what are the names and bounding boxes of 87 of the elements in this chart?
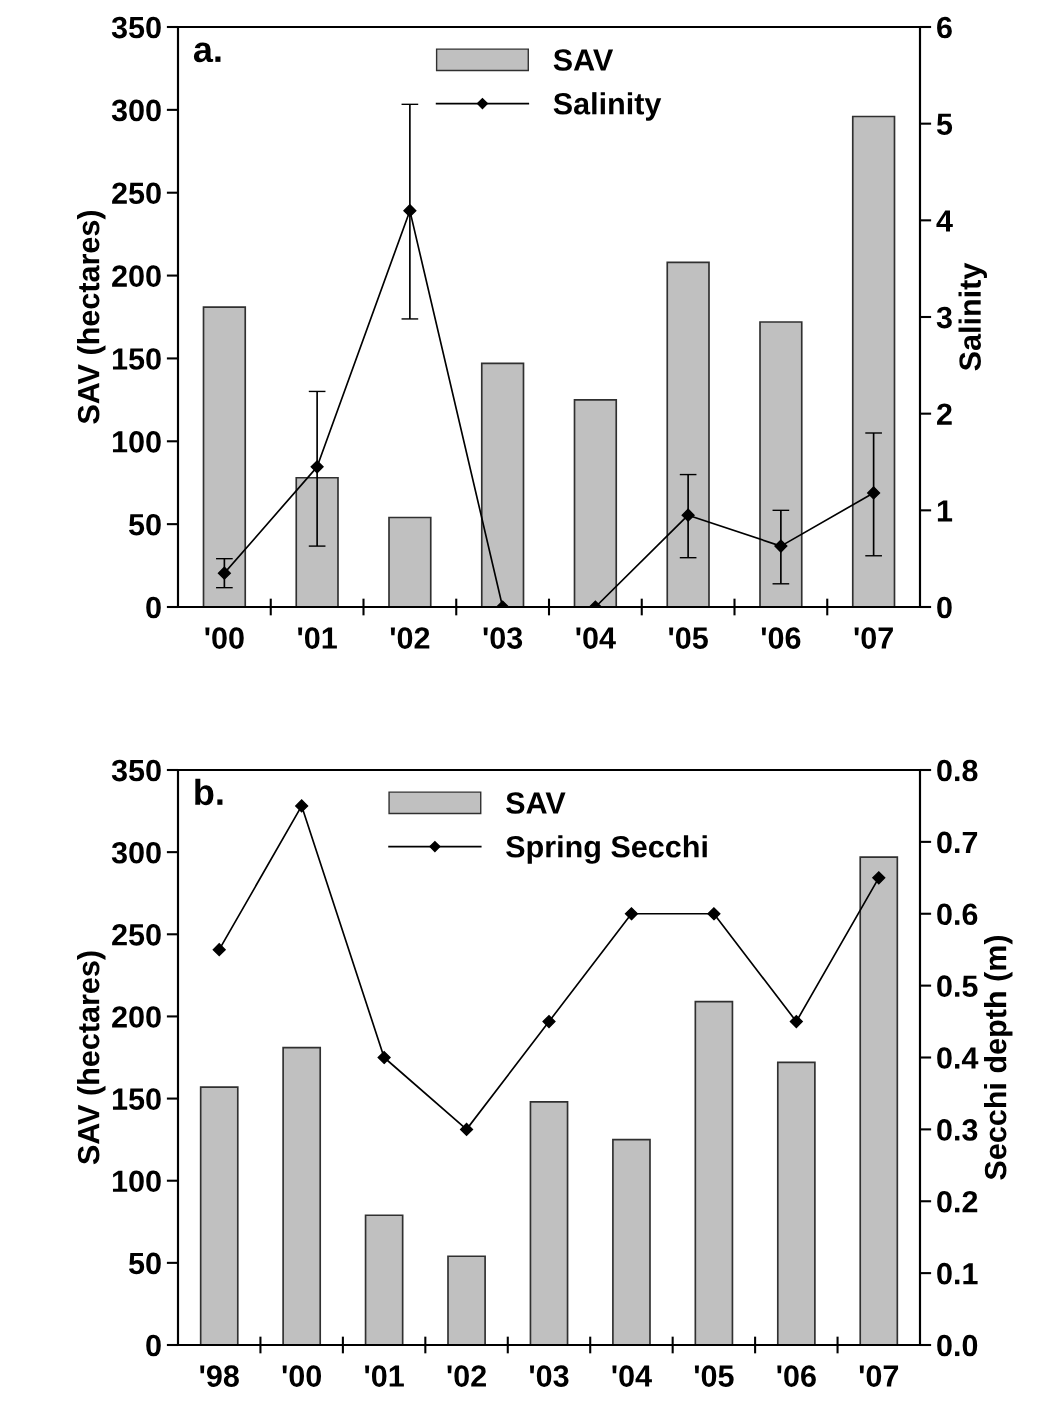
x-tick-label: '07 xyxy=(854,627,893,649)
y-tick-label: 50 xyxy=(128,513,161,536)
bar xyxy=(776,1061,816,1345)
y2-tick-label: 0.3 xyxy=(937,1119,978,1141)
bar xyxy=(612,1138,651,1345)
annotation: a. xyxy=(193,42,221,63)
y-tick-label: 300 xyxy=(111,841,161,864)
y2-tick-label: 0.5 xyxy=(937,975,978,997)
x-tick-label: '06 xyxy=(777,1365,816,1387)
x-tick-label: '05 xyxy=(694,1365,734,1387)
y-tick-label: 100 xyxy=(112,431,161,453)
y-tick-label: 250 xyxy=(112,182,161,205)
x-tick-label: '02 xyxy=(447,1365,486,1387)
y-tick-label: 350 xyxy=(111,16,161,39)
x-tick-label: '98 xyxy=(200,1365,239,1387)
bar xyxy=(202,306,247,607)
point xyxy=(789,1014,803,1029)
y-tick-label: 200 xyxy=(112,265,161,287)
x-tick-label: '02 xyxy=(390,627,430,649)
y2-axis-title: Secchi depth (m) xyxy=(984,935,1013,1180)
x-tick-label: '03 xyxy=(483,627,523,649)
legend-label: Salinity xyxy=(553,92,662,121)
y-tick-label: 100 xyxy=(112,1170,161,1193)
bar xyxy=(364,1214,404,1345)
bar xyxy=(529,1101,569,1345)
point xyxy=(377,1050,391,1065)
y-tick-label: 300 xyxy=(111,99,161,122)
x-tick-label: '05 xyxy=(669,627,708,649)
legend-label: SAV xyxy=(506,792,566,814)
bar xyxy=(759,321,803,607)
bar xyxy=(859,856,899,1345)
x-tick-label: '00 xyxy=(282,1365,322,1387)
y-tick-label: 0 xyxy=(146,1334,161,1357)
y2-tick-label: 0.2 xyxy=(937,1190,978,1213)
y2-tick-label: 0.6 xyxy=(937,903,978,926)
x-tick-label: '04 xyxy=(576,627,616,649)
y2-tick-label: 0.4 xyxy=(937,1047,979,1069)
y2-tick-label: 4 xyxy=(936,210,953,232)
y2-tick-label: 0.7 xyxy=(937,831,978,854)
bar xyxy=(694,1000,734,1345)
bar xyxy=(388,516,432,607)
x-tick-label: '04 xyxy=(612,1365,652,1387)
x-tick-label: '00 xyxy=(205,627,244,649)
bar xyxy=(851,115,896,607)
x-tick-label: '06 xyxy=(761,627,801,649)
y-tick-label: 50 xyxy=(128,1252,161,1275)
bar xyxy=(447,1255,486,1345)
x-tick-label: '03 xyxy=(530,1365,569,1387)
x-tick-label: '01 xyxy=(365,1365,404,1387)
point xyxy=(872,871,886,885)
point xyxy=(707,907,721,921)
point xyxy=(295,799,309,813)
annotation: b. xyxy=(195,778,223,806)
y2-axis-title: Salinity xyxy=(958,262,987,371)
y-axis-title: SAV (hectares) xyxy=(77,210,106,424)
legend-label: Spring Secchi xyxy=(506,835,707,864)
y-tick-label: 150 xyxy=(112,348,161,370)
bar xyxy=(480,362,525,607)
y2-tick-label: 5 xyxy=(936,113,953,136)
y2-tick-label: 3 xyxy=(936,306,952,329)
y2-tick-label: 2 xyxy=(937,403,952,425)
y2-tick-label: 0.1 xyxy=(937,1262,978,1285)
bar xyxy=(199,1086,239,1345)
y-tick-label: 200 xyxy=(112,1006,161,1028)
point xyxy=(459,1122,474,1136)
y-tick-label: 350 xyxy=(111,759,161,782)
x-tick-label: '01 xyxy=(298,627,337,649)
bar xyxy=(666,261,710,607)
y2-tick-label: 1 xyxy=(937,500,953,522)
y2-tick-label: 0.0 xyxy=(937,1334,978,1357)
y2-tick-label: 0.8 xyxy=(937,759,978,782)
y-axis-title: SAV (hectares) xyxy=(77,951,106,1165)
point xyxy=(212,943,226,957)
legend-label: SAV xyxy=(553,49,614,71)
y-tick-label: 150 xyxy=(112,1088,161,1110)
bar xyxy=(282,1046,322,1345)
x-tick-label: '07 xyxy=(859,1365,899,1387)
point xyxy=(624,907,639,921)
y2-tick-label: 0 xyxy=(937,596,952,619)
point xyxy=(867,486,881,500)
y2-tick-label: 6 xyxy=(937,16,952,39)
y-tick-label: 250 xyxy=(112,924,161,946)
bar xyxy=(573,399,618,607)
point xyxy=(542,1014,556,1029)
y-tick-label: 0 xyxy=(146,596,161,619)
bar xyxy=(295,476,339,607)
point xyxy=(217,566,231,580)
